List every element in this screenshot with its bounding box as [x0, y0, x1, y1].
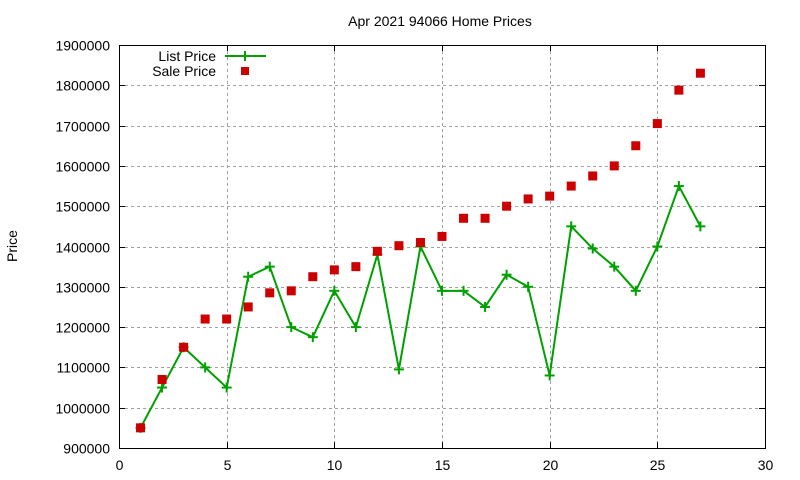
- square-marker-icon: [652, 119, 662, 129]
- grid-lines: [119, 45, 765, 448]
- y-axis-ticks: 900000 1000000 1100000 1200000 1300000 140000…: [55, 38, 765, 457]
- square-marker-icon: [372, 246, 382, 256]
- y-tick-label: 1900000: [55, 38, 110, 54]
- y-tick-label: 1100000: [57, 360, 111, 376]
- square-marker-icon: [480, 213, 490, 223]
- series-layer: [135, 68, 706, 433]
- x-tick-label: 30: [758, 457, 774, 473]
- square-marker-icon: [695, 68, 705, 78]
- y-axis-label: Price: [4, 230, 20, 262]
- y-tick-label: 1400000: [55, 240, 110, 256]
- x-tick-label: 20: [543, 457, 559, 473]
- series-line: [139, 185, 702, 429]
- y-tick-label: 1500000: [55, 199, 110, 215]
- square-marker-icon: [265, 288, 275, 298]
- square-marker-icon: [674, 85, 684, 95]
- square-marker-icon: [523, 194, 533, 204]
- square-marker-icon: [351, 262, 361, 272]
- square-marker-icon: [459, 213, 469, 223]
- square-marker-icon: [631, 141, 641, 151]
- x-tick-label: 5: [224, 457, 232, 473]
- square-marker-icon: [179, 342, 189, 352]
- chart-title: Apr 2021 94066 Home Prices: [348, 13, 532, 29]
- square-marker-icon: [394, 241, 404, 251]
- square-marker-icon: [308, 272, 318, 282]
- x-tick-label: 15: [435, 457, 451, 473]
- y-tick-label: 1000000: [55, 401, 110, 417]
- series-sale-price: [136, 68, 705, 433]
- square-marker-icon: [243, 302, 253, 312]
- x-axis-ticks: 0 5 10 15 20 25 30: [116, 45, 774, 473]
- legend-label-sale-price: Sale Price: [152, 63, 216, 79]
- y-tick-label: 1700000: [55, 119, 110, 135]
- y-tick-label: 1800000: [55, 78, 110, 94]
- square-marker-icon: [609, 161, 619, 171]
- y-tick-label: 1200000: [55, 320, 110, 336]
- y-tick-label: 1600000: [55, 159, 110, 175]
- plus-marker-icon: [240, 51, 250, 61]
- square-marker-icon: [566, 181, 576, 191]
- square-marker-icon: [437, 231, 447, 241]
- legend: List Price Sale Price: [152, 48, 266, 79]
- square-marker-icon: [241, 67, 249, 75]
- square-marker-icon: [157, 374, 167, 384]
- square-marker-icon: [545, 191, 555, 201]
- square-marker-icon: [415, 237, 425, 247]
- square-marker-icon: [502, 201, 512, 211]
- square-marker-icon: [329, 265, 339, 275]
- y-tick-label: 900000: [63, 441, 110, 457]
- x-tick-label: 25: [650, 457, 666, 473]
- square-marker-icon: [200, 314, 210, 324]
- y-tick-label: 1300000: [55, 280, 110, 296]
- x-tick-label: 0: [116, 457, 124, 473]
- square-marker-icon: [222, 314, 232, 324]
- square-marker-icon: [286, 286, 296, 296]
- square-marker-icon: [136, 423, 146, 433]
- series-list-price: [135, 181, 706, 433]
- square-marker-icon: [588, 171, 598, 181]
- legend-label-list-price: List Price: [158, 48, 216, 64]
- x-tick-label: 10: [327, 457, 343, 473]
